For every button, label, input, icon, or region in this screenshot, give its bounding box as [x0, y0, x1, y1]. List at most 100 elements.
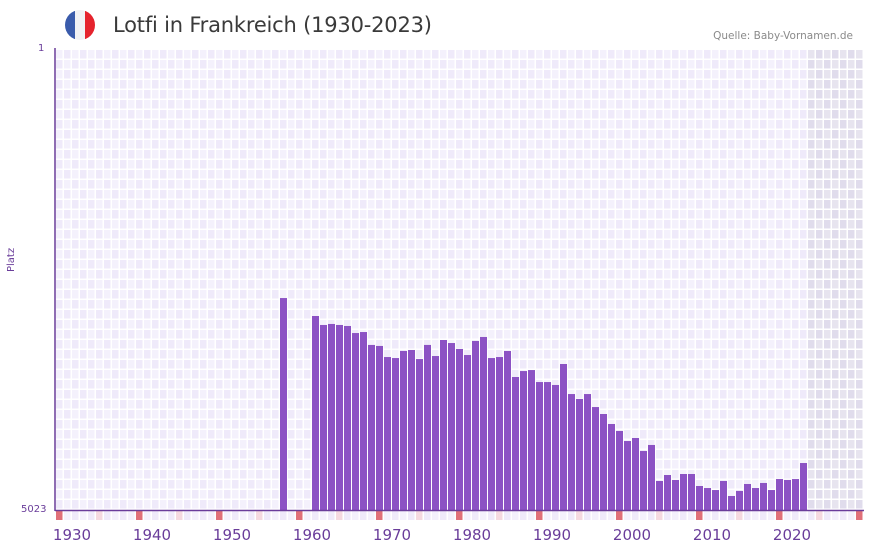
- grid-cell: [664, 410, 671, 419]
- grid-cell: [304, 460, 311, 469]
- bar-2017: [752, 488, 759, 510]
- bar-2003: [640, 451, 647, 510]
- grid-cell: [608, 50, 615, 59]
- grid-cell: [648, 340, 655, 349]
- grid-cell: [200, 90, 207, 99]
- bar-1994: [568, 394, 575, 510]
- grid-cell: [608, 230, 615, 239]
- grid-cell: [672, 270, 679, 279]
- grid-cell: [776, 60, 783, 69]
- grid-cell: [688, 130, 695, 139]
- grid-cell: [496, 200, 503, 209]
- grid-cell: [432, 200, 439, 209]
- grid-cell: [584, 110, 591, 119]
- grid-cell: [480, 170, 487, 179]
- grid-cell: [168, 470, 175, 479]
- grid-cell: [136, 450, 143, 459]
- grid-cell: [200, 300, 207, 309]
- grid-cell: [528, 50, 535, 59]
- grid-cell: [592, 50, 599, 59]
- grid-cell: [632, 100, 639, 109]
- grid-cell: [576, 160, 583, 169]
- grid-cell: [736, 170, 743, 179]
- grid-cell: [168, 160, 175, 169]
- grid-cell: [696, 220, 703, 229]
- grid-cell: [560, 340, 567, 349]
- grid-cell: [448, 90, 455, 99]
- grid-cell: [856, 420, 863, 429]
- grid-cell: [504, 240, 511, 249]
- grid-cell: [688, 230, 695, 239]
- grid-cell: [856, 100, 863, 109]
- grid-cell: [272, 80, 279, 89]
- grid-cell: [576, 70, 583, 79]
- grid-cell: [552, 90, 559, 99]
- grid-cell: [472, 320, 479, 329]
- grid-cell: [64, 60, 71, 69]
- grid-cell: [560, 80, 567, 89]
- grid-cell: [624, 160, 631, 169]
- grid-cell: [416, 90, 423, 99]
- grid-cell: [520, 160, 527, 169]
- grid-cell: [776, 380, 783, 389]
- grid-cell: [248, 130, 255, 139]
- grid-cell: [104, 400, 111, 409]
- grid-cell: [568, 240, 575, 249]
- grid-cell: [560, 280, 567, 289]
- grid-cell: [760, 190, 767, 199]
- grid-cell: [104, 450, 111, 459]
- grid-cell: [704, 240, 711, 249]
- grid-cell: [720, 440, 727, 449]
- grid-cell: [224, 70, 231, 79]
- grid-cell: [336, 160, 343, 169]
- grid-cell: [128, 210, 135, 219]
- grid-cell: [752, 200, 759, 209]
- grid-cell: [784, 380, 791, 389]
- grid-cell: [760, 110, 767, 119]
- grid-cell: [112, 400, 119, 409]
- grid-cell: [64, 370, 71, 379]
- grid-cell: [728, 220, 735, 229]
- grid-cell: [800, 290, 807, 299]
- grid-cell: [152, 290, 159, 299]
- grid-cell: [768, 140, 775, 149]
- year-marker: [704, 511, 711, 520]
- grid-cell: [88, 130, 95, 139]
- grid-cell: [712, 340, 719, 349]
- grid-cell: [56, 130, 63, 139]
- grid-cell: [840, 480, 847, 489]
- grid-cell: [392, 210, 399, 219]
- grid-cell: [72, 320, 79, 329]
- grid-cell: [624, 380, 631, 389]
- grid-cell: [624, 90, 631, 99]
- grid-cell: [64, 270, 71, 279]
- grid-cell: [448, 80, 455, 89]
- grid-cell: [536, 210, 543, 219]
- grid-cell: [112, 350, 119, 359]
- grid-cell: [728, 380, 735, 389]
- grid-cell: [528, 220, 535, 229]
- grid-cell: [496, 90, 503, 99]
- grid-cell: [176, 80, 183, 89]
- grid-cell: [504, 50, 511, 59]
- grid-cell: [808, 460, 815, 469]
- grid-cell: [712, 80, 719, 89]
- grid-cell: [240, 450, 247, 459]
- grid-cell: [856, 440, 863, 449]
- grid-cell: [184, 410, 191, 419]
- grid-cell: [64, 160, 71, 169]
- grid-cell: [528, 140, 535, 149]
- grid-cell: [720, 60, 727, 69]
- grid-cell: [536, 140, 543, 149]
- grid-cell: [504, 200, 511, 209]
- grid-cell: [312, 90, 319, 99]
- grid-cell: [624, 140, 631, 149]
- grid-cell: [808, 340, 815, 349]
- grid-cell: [192, 340, 199, 349]
- grid-cell: [248, 190, 255, 199]
- grid-cell: [680, 440, 687, 449]
- grid-cell: [512, 180, 519, 189]
- grid-cell: [344, 300, 351, 309]
- grid-cell: [192, 170, 199, 179]
- grid-cell: [624, 180, 631, 189]
